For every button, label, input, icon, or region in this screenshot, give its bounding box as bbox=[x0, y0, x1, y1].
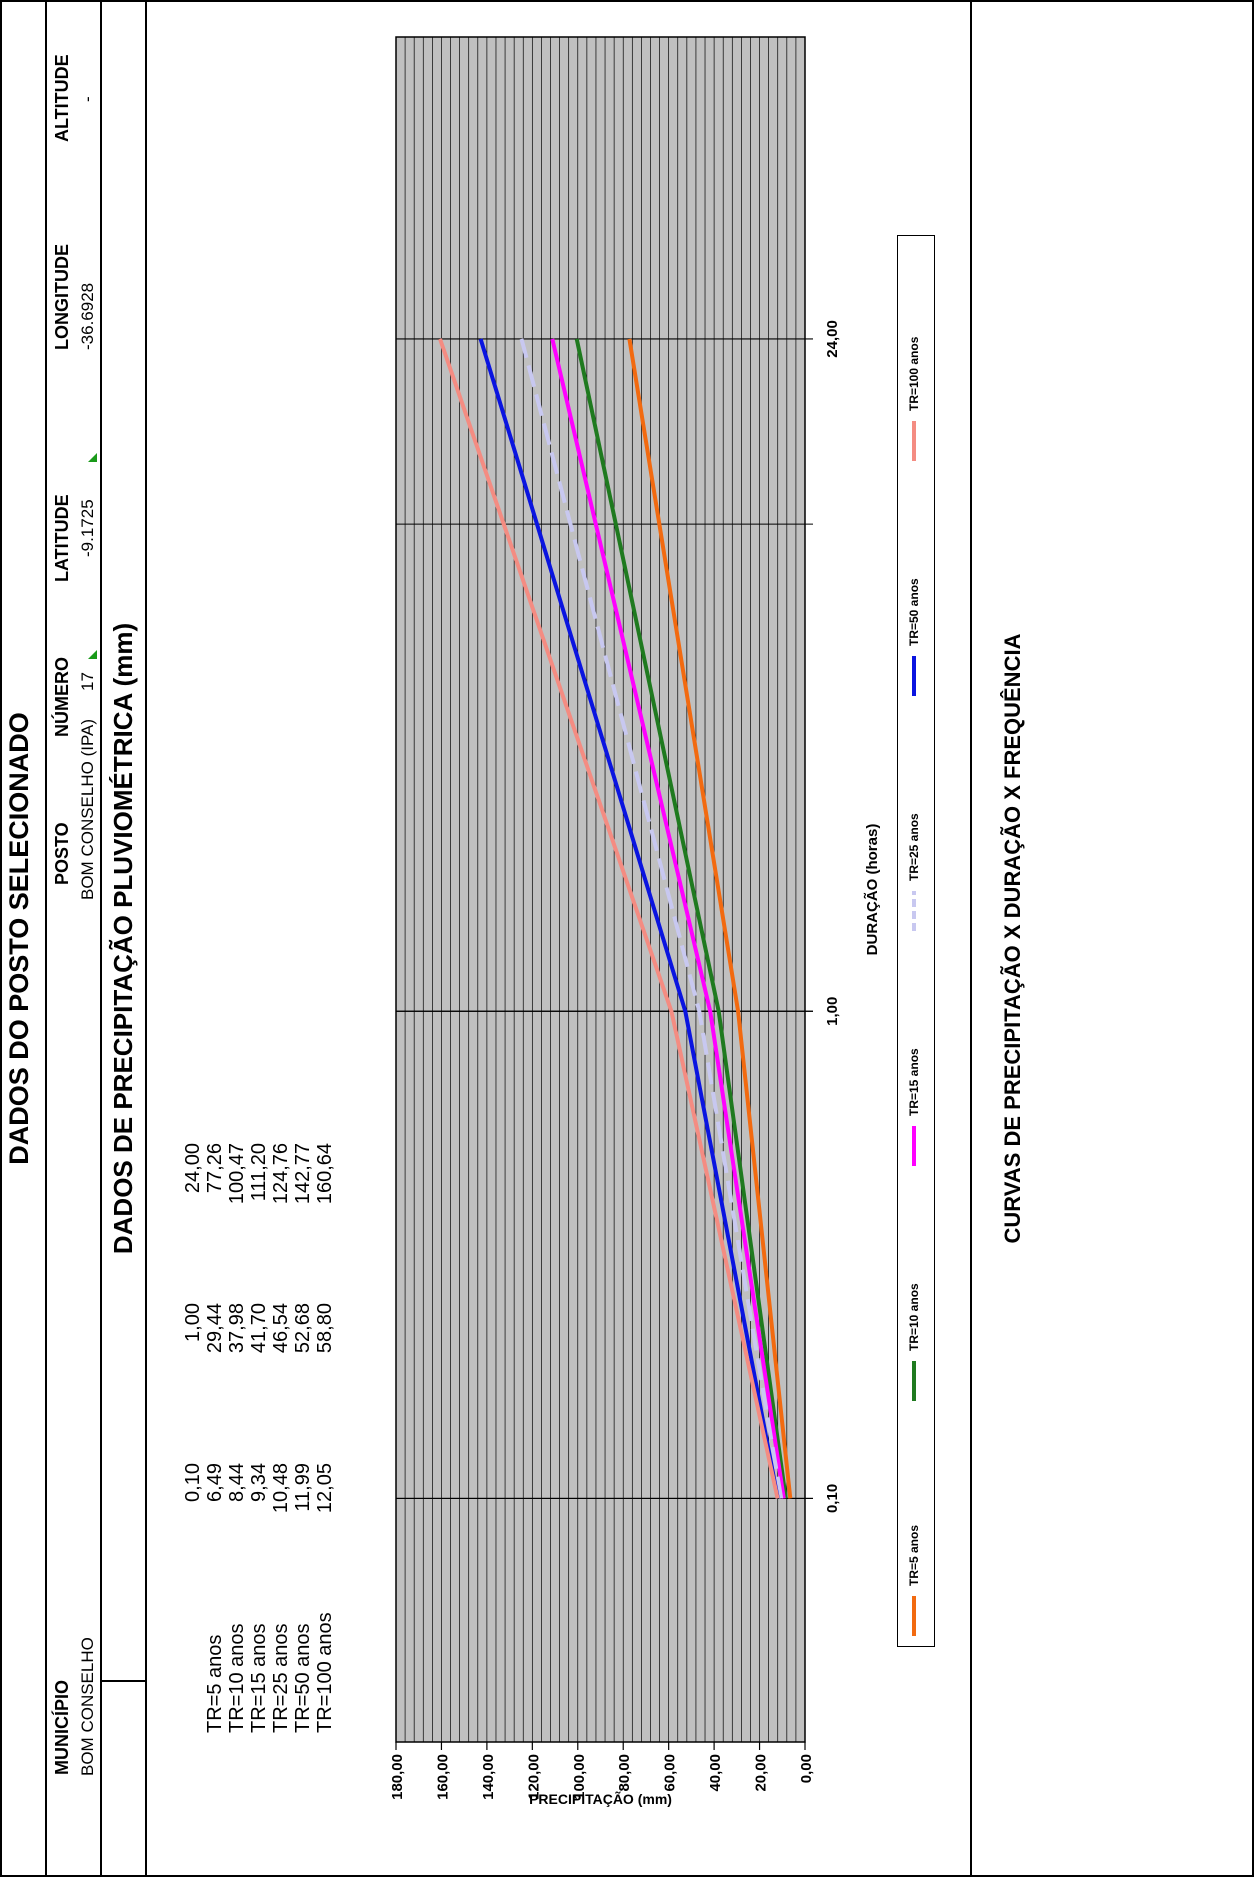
legend-item: TR=100 anos bbox=[907, 337, 921, 461]
legend-swatch bbox=[912, 891, 916, 931]
legend-item: TR=15 anos bbox=[907, 1048, 921, 1166]
series-line bbox=[478, 338, 780, 1499]
series-line bbox=[550, 338, 786, 1499]
series-line bbox=[574, 338, 788, 1499]
legend-label: TR=25 anos bbox=[907, 813, 921, 881]
series-line bbox=[627, 338, 793, 1499]
legend-label: TR=5 anos bbox=[907, 1524, 921, 1586]
legend-label: TR=100 anos bbox=[907, 336, 921, 411]
legend-swatch bbox=[912, 1126, 916, 1166]
legend-swatch bbox=[912, 1361, 916, 1401]
y-tick-label: 80,00 bbox=[616, 1754, 633, 1792]
plot-area bbox=[395, 36, 806, 1743]
series-line bbox=[519, 338, 784, 1499]
footer-title: CURVAS DE PRECIPITAÇÃO X DURAÇÃO X FREQU… bbox=[1000, 633, 1025, 1244]
x-tick-label: 24,00 bbox=[824, 320, 841, 358]
legend-label: TR=50 anos bbox=[907, 578, 921, 646]
x-axis-title: DURAÇÃO (horas) bbox=[863, 824, 881, 956]
legend-swatch bbox=[912, 421, 916, 461]
chart-legend: TR=5 anos TR=10 anos TR=15 anos TR=25 an… bbox=[897, 235, 935, 1647]
y-tick-label: 180,00 bbox=[389, 1754, 406, 1800]
legend-item: TR=10 anos bbox=[907, 1283, 921, 1401]
y-axis-title: PRECIPITAÇÃO (mm) bbox=[529, 1790, 672, 1807]
y-tick-label: 60,00 bbox=[662, 1754, 679, 1792]
series-line bbox=[438, 338, 780, 1499]
y-tick-label: 40,00 bbox=[707, 1754, 724, 1792]
legend-label: TR=15 anos bbox=[907, 1048, 921, 1116]
legend-swatch bbox=[912, 656, 916, 696]
y-tick-label: 20,00 bbox=[753, 1754, 770, 1792]
legend-swatch bbox=[912, 1596, 916, 1636]
y-tick-label: 140,00 bbox=[480, 1754, 497, 1800]
y-tick-label: 100,00 bbox=[571, 1754, 588, 1800]
legend-item: TR=50 anos bbox=[907, 578, 921, 696]
y-tick-label: 0,00 bbox=[798, 1754, 815, 1783]
x-tick-label: 1,00 bbox=[824, 997, 841, 1026]
legend-item: TR=5 anos bbox=[907, 1525, 921, 1636]
legend-item: TR=25 anos bbox=[907, 813, 921, 931]
y-tick-label: 120,00 bbox=[525, 1754, 542, 1800]
x-tick-label: 0,10 bbox=[824, 1484, 841, 1513]
y-tick-label: 160,00 bbox=[434, 1754, 451, 1800]
legend-label: TR=10 anos bbox=[907, 1283, 921, 1351]
